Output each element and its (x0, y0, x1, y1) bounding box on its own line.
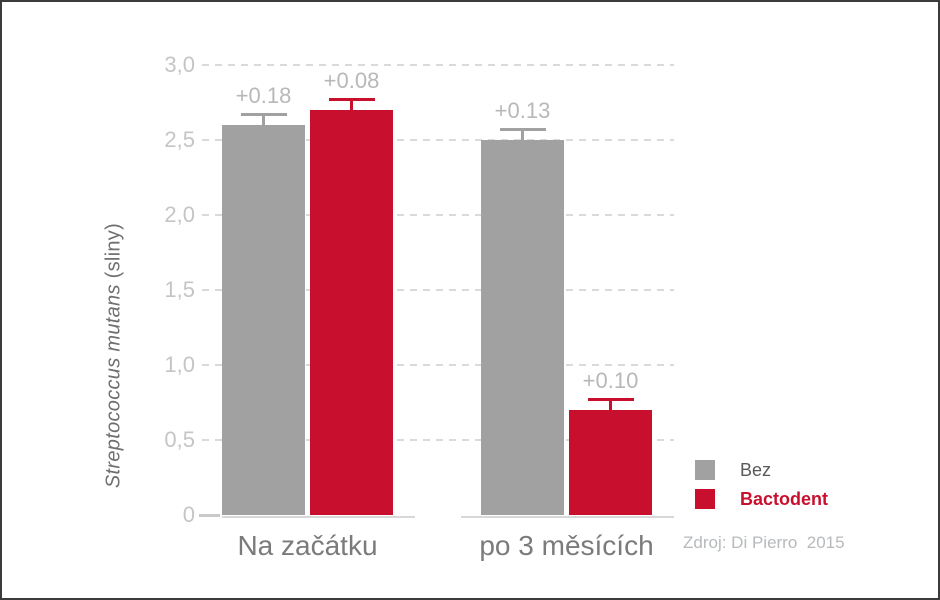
source-text: Zdroj: Di Pierro 2015 (683, 533, 845, 552)
error-bar-cap (240, 113, 287, 116)
gridline (202, 64, 674, 66)
legend-swatch-bez (695, 460, 715, 480)
error-bar-stem (521, 128, 524, 140)
x-axis-baseline (461, 516, 674, 518)
y-tick-label: 0,5 (164, 427, 195, 452)
legend-item-bez: Bez (695, 460, 828, 480)
legend-swatch-bactodent (695, 489, 715, 509)
x-axis-baseline (222, 516, 415, 518)
y-tick-label: 3,0 (164, 52, 195, 77)
gridline (202, 364, 674, 366)
category-label: Na začátku (237, 530, 378, 561)
y-tick-label: 1,0 (164, 352, 195, 377)
gridline (202, 139, 674, 141)
error-value-label: +0.18 (235, 83, 292, 108)
error-value-label: +0.13 (494, 98, 551, 123)
gridline (202, 289, 674, 291)
y-tick-label: 2,5 (164, 127, 195, 152)
y-tick-label: 0 (182, 502, 195, 527)
category-label: po 3 měsících (479, 530, 654, 561)
bar-bez-0 (222, 125, 305, 515)
bar-bactodent-1 (569, 410, 652, 515)
y-tick-label: 1,5 (164, 277, 195, 302)
legend-label-bactodent: Bactodent (740, 488, 829, 509)
error-value-label: +0.08 (323, 68, 380, 93)
gridline (202, 214, 674, 216)
error-value-label: +0.10 (582, 368, 639, 393)
bar-bactodent-0 (310, 110, 393, 515)
gridline (202, 439, 674, 441)
error-bar-stem (609, 398, 612, 410)
zero-tick-mark (199, 514, 220, 517)
error-bar-cap (328, 98, 375, 101)
bar-bez-1 (481, 140, 564, 515)
error-bar-cap (499, 128, 546, 131)
legend-item-bactodent: Bactodent (695, 489, 828, 509)
legend: Bez Bactodent (695, 460, 828, 518)
error-bar-cap (587, 398, 634, 401)
error-bar-stem (350, 98, 353, 110)
y-tick-label: 2,0 (164, 202, 195, 227)
error-bar-stem (262, 113, 265, 125)
legend-label-bez: Bez (740, 459, 772, 480)
